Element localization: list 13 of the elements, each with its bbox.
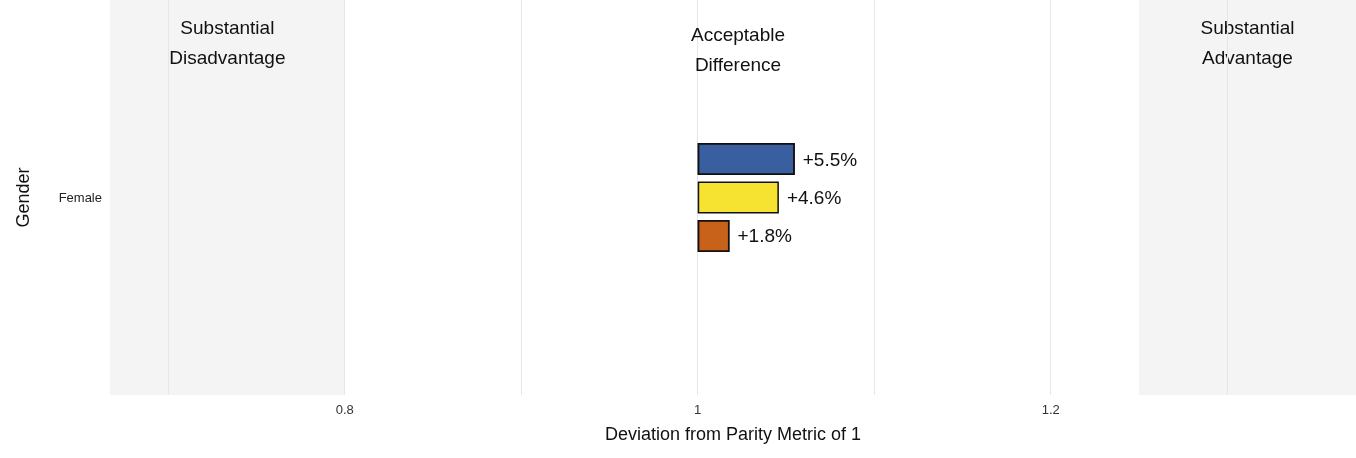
data-label: +5.5%: [802, 148, 858, 170]
data-label: +1.8%: [737, 225, 792, 247]
bar: [697, 181, 779, 214]
band-label: Substantial Disadvantage: [169, 16, 286, 68]
band-label: Substantial Advantage: [1200, 16, 1295, 68]
x-axis-title: Deviation from Parity Metric of 1: [604, 424, 862, 444]
y-tick-label: Female: [58, 190, 102, 205]
data-label: +4.6%: [786, 187, 842, 208]
y-axis-title: Gender: [13, 167, 33, 228]
x-tick-label: 1: [694, 402, 702, 417]
x-tick-label: 0.8: [335, 402, 354, 417]
annotation: Acceptable Difference: [690, 23, 786, 75]
x-tick-label: 1.2: [1041, 402, 1060, 417]
